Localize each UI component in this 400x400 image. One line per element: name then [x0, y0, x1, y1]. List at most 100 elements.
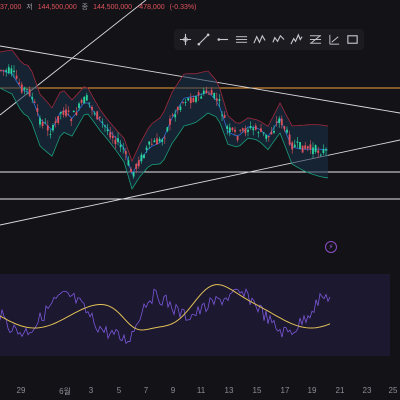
candle-body [49, 134, 52, 135]
fib-retracement-icon[interactable] [308, 33, 322, 47]
candle-body [236, 136, 239, 141]
candle-body [252, 128, 255, 131]
oscillator-signal-line [0, 284, 331, 331]
candle-body [158, 138, 161, 142]
close-value: 144,500,000 [93, 4, 133, 11]
x-tick: 11 [196, 386, 206, 395]
low-label: 저 [26, 4, 33, 11]
candle-body [57, 116, 60, 123]
candle-body [132, 172, 135, 177]
candle-body [322, 149, 325, 153]
ohlc-readout: 37,000 저 144,500,000 종 144,500,000 -478,… [0, 0, 400, 16]
candle-body [88, 102, 91, 104]
candle-body [101, 121, 104, 123]
parallel-channel-icon[interactable] [234, 33, 248, 47]
x-tick: 25 [388, 386, 398, 395]
candle-body [169, 118, 171, 125]
candle-body [267, 136, 270, 138]
candle-body [215, 98, 218, 101]
x-tick: 21 [335, 386, 345, 395]
candle-body [291, 142, 294, 150]
candle-body [283, 126, 286, 130]
bollinger-lower-line [0, 87, 329, 190]
candle-body [262, 132, 265, 134]
trend-line-icon[interactable] [197, 33, 211, 47]
candle-body [85, 95, 88, 101]
candle-body [200, 96, 203, 99]
candle-body [301, 145, 304, 153]
candle-body [312, 147, 314, 154]
candle-body [145, 147, 148, 150]
drawing-toolbar [174, 29, 364, 50]
candle-body [91, 106, 93, 110]
candle-body [65, 109, 67, 117]
candle-body [83, 96, 86, 104]
candle-body [93, 112, 96, 114]
candle-body [10, 68, 13, 74]
horizontal-ray-icon[interactable] [215, 33, 229, 47]
candle-body [23, 87, 26, 90]
low-value: 144,500,000 [37, 4, 77, 11]
x-tick: 7 [143, 386, 149, 395]
candle-body [288, 134, 291, 145]
candle-body [171, 114, 174, 116]
candle-body [319, 154, 322, 156]
x-tick: 15 [252, 386, 262, 395]
candle-body [127, 160, 130, 166]
x-tick: 5 [116, 386, 122, 395]
x-tick: 6월 [59, 387, 71, 396]
candle-body [20, 84, 23, 93]
change-value: -478,000 [136, 4, 165, 11]
trend-line-ascending[interactable] [0, 139, 400, 226]
wave-pattern-icon[interactable] [271, 33, 285, 47]
candle-body [119, 144, 122, 148]
x-tick: 3 [88, 386, 94, 395]
candle-body [317, 150, 320, 153]
candle-body [52, 125, 54, 131]
candle-body [195, 96, 197, 102]
candle-body [36, 108, 39, 112]
candle-body [72, 110, 75, 113]
candle-body [148, 141, 151, 145]
candle-body [156, 138, 158, 145]
measure-icon[interactable] [327, 33, 341, 47]
candle-body [189, 97, 192, 104]
candle-body [296, 141, 299, 143]
candle-body [221, 114, 223, 116]
open-value: 37,000 [0, 4, 22, 11]
candle-body [202, 90, 205, 94]
candle-body [15, 75, 18, 79]
candle-body [135, 163, 138, 169]
candle-body [130, 168, 132, 173]
candle-body [54, 121, 57, 124]
candle-body [239, 130, 242, 131]
candle-body [7, 67, 10, 74]
candle-body [78, 103, 80, 108]
candle-body [270, 131, 273, 135]
alert-icon[interactable]: ⚡ [325, 241, 337, 253]
candle-body [28, 89, 31, 96]
candle-body [223, 114, 226, 118]
candle-body [26, 89, 28, 90]
candle-body [210, 89, 213, 95]
candle-body [122, 148, 125, 150]
candle-body [161, 139, 164, 142]
candle-body [247, 129, 249, 132]
candle-body [143, 154, 145, 158]
x-tick: 19 [307, 386, 317, 395]
elliott-wave-icon[interactable] [290, 33, 304, 47]
candle-body [280, 118, 283, 126]
rectangle-icon[interactable] [346, 33, 360, 47]
oscillator [0, 284, 331, 345]
candle-body [124, 151, 127, 155]
crosshair-icon[interactable] [178, 33, 192, 47]
x-tick: 9 [170, 386, 176, 395]
candle-body [137, 160, 140, 167]
candle-body [182, 102, 184, 103]
candle-body [39, 118, 41, 125]
time-axis: 29 6월 3 5 7 9 11 13 15 17 19 21 23 25 [0, 380, 400, 400]
bollinger-fill [0, 50, 328, 189]
zigzag-pattern-icon[interactable] [253, 33, 267, 47]
